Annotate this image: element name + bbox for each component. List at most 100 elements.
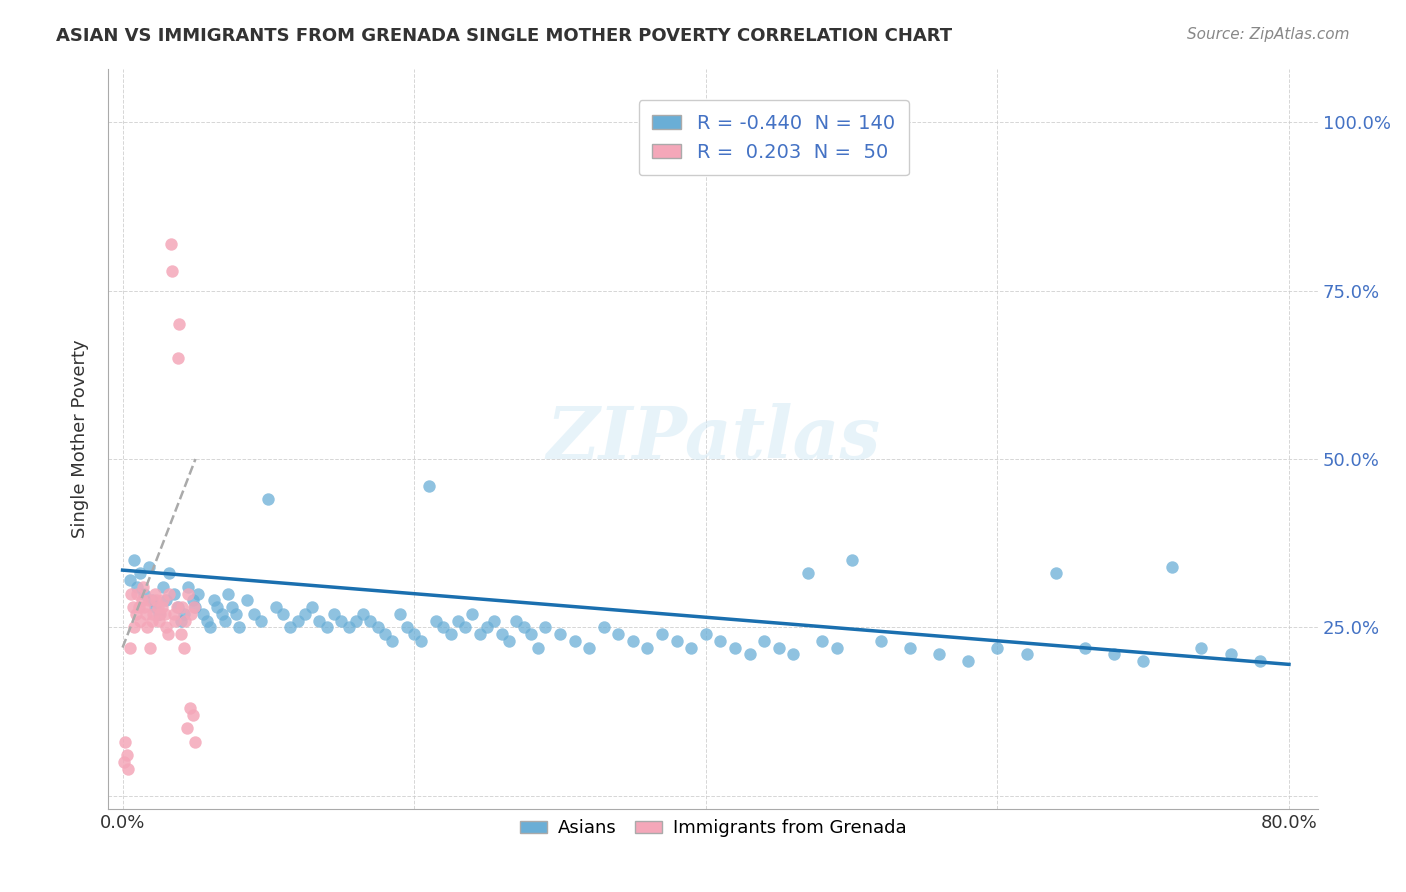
Point xyxy=(177,587,200,601)
Point xyxy=(167,351,190,365)
Point xyxy=(797,566,820,581)
Point xyxy=(159,236,181,251)
Point xyxy=(564,633,586,648)
Point xyxy=(986,640,1008,655)
Point xyxy=(257,492,280,507)
Point xyxy=(395,620,418,634)
Point xyxy=(621,633,644,648)
Point xyxy=(278,620,301,634)
Point xyxy=(122,553,145,567)
Point xyxy=(183,600,205,615)
Point xyxy=(135,607,157,621)
Point xyxy=(738,647,761,661)
Point xyxy=(143,587,166,601)
Text: ZIPatlas: ZIPatlas xyxy=(546,403,880,475)
Point xyxy=(184,600,207,615)
Point xyxy=(461,607,484,621)
Point xyxy=(418,479,440,493)
Point xyxy=(155,620,177,634)
Point xyxy=(695,627,717,641)
Point xyxy=(217,587,239,601)
Point xyxy=(139,640,162,655)
Point xyxy=(323,607,346,621)
Point xyxy=(404,627,426,641)
Point xyxy=(146,600,169,615)
Point xyxy=(155,593,177,607)
Point xyxy=(128,600,150,615)
Point xyxy=(148,614,170,628)
Point xyxy=(330,614,353,628)
Point xyxy=(162,587,184,601)
Point xyxy=(170,627,193,641)
Point xyxy=(337,620,360,634)
Point xyxy=(157,587,180,601)
Point xyxy=(782,647,804,661)
Point xyxy=(142,607,165,621)
Point xyxy=(118,573,141,587)
Point xyxy=(115,748,138,763)
Point xyxy=(928,647,950,661)
Point xyxy=(134,600,156,615)
Point xyxy=(148,607,170,621)
Point xyxy=(211,607,233,621)
Point xyxy=(491,627,513,641)
Point xyxy=(157,566,180,581)
Point xyxy=(152,593,174,607)
Point xyxy=(170,614,193,628)
Point xyxy=(665,633,688,648)
Point xyxy=(367,620,389,634)
Point xyxy=(141,593,163,607)
Point xyxy=(172,600,194,615)
Point xyxy=(134,587,156,601)
Point xyxy=(162,607,184,621)
Point xyxy=(150,600,173,615)
Point xyxy=(388,607,411,621)
Point xyxy=(432,620,454,634)
Point xyxy=(1249,654,1271,668)
Point xyxy=(352,607,374,621)
Point xyxy=(811,633,834,648)
Point xyxy=(505,614,527,628)
Point xyxy=(898,640,921,655)
Point xyxy=(1015,647,1038,661)
Point xyxy=(301,600,323,615)
Point xyxy=(221,600,243,615)
Point xyxy=(132,580,155,594)
Point xyxy=(294,607,316,621)
Point xyxy=(114,735,136,749)
Point xyxy=(768,640,790,655)
Point xyxy=(125,607,148,621)
Point xyxy=(548,627,571,641)
Point xyxy=(841,553,863,567)
Point xyxy=(179,701,201,715)
Point xyxy=(169,318,191,332)
Point xyxy=(180,607,202,621)
Point xyxy=(651,627,673,641)
Point xyxy=(724,640,747,655)
Point xyxy=(181,593,204,607)
Point xyxy=(228,620,250,634)
Point xyxy=(207,600,229,615)
Point xyxy=(475,620,498,634)
Point xyxy=(512,620,534,634)
Legend: Asians, Immigrants from Grenada: Asians, Immigrants from Grenada xyxy=(513,812,914,845)
Point xyxy=(191,607,214,621)
Point xyxy=(127,587,149,601)
Point xyxy=(425,614,447,628)
Point xyxy=(153,607,176,621)
Point xyxy=(152,580,174,594)
Point xyxy=(1045,566,1067,581)
Point xyxy=(214,614,236,628)
Point xyxy=(636,640,658,655)
Y-axis label: Single Mother Poverty: Single Mother Poverty xyxy=(72,340,89,538)
Point xyxy=(198,620,221,634)
Point xyxy=(177,580,200,594)
Point xyxy=(143,600,166,615)
Point xyxy=(250,614,273,628)
Point xyxy=(166,600,188,615)
Point xyxy=(160,263,183,277)
Point xyxy=(1132,654,1154,668)
Point xyxy=(138,593,160,607)
Point xyxy=(156,627,179,641)
Point xyxy=(121,600,143,615)
